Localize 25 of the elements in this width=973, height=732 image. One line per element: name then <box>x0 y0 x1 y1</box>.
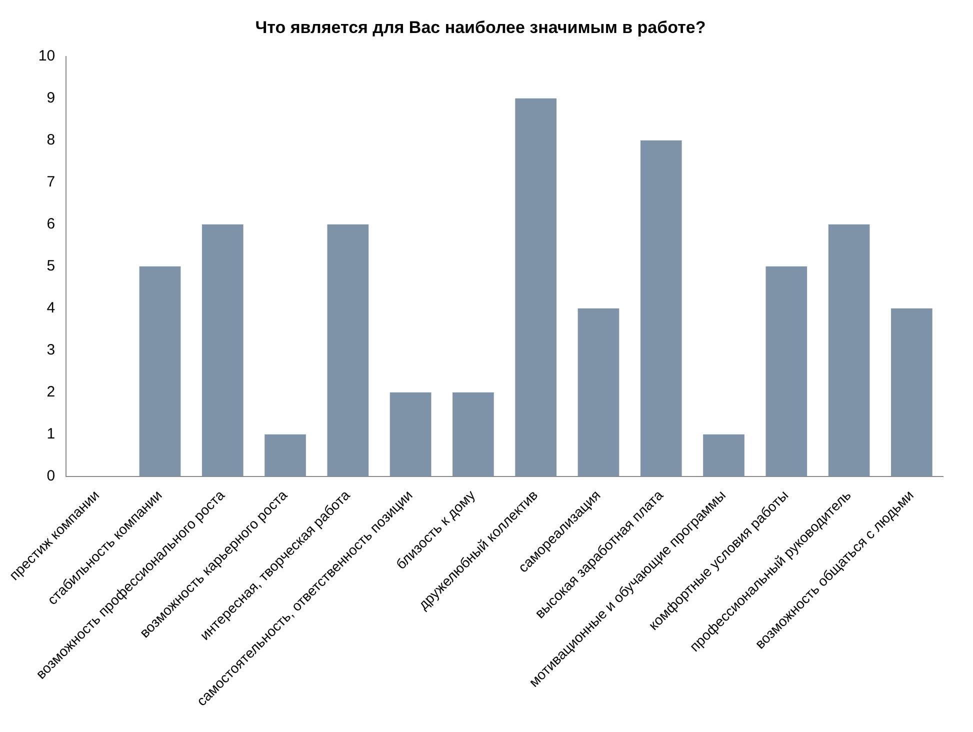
y-tick-label: 4 <box>46 300 56 317</box>
bar <box>703 434 744 476</box>
y-tick-label: 5 <box>46 258 56 275</box>
y-tick-label: 8 <box>46 132 56 149</box>
bar <box>202 224 244 476</box>
bar <box>578 308 620 476</box>
bar <box>891 308 932 476</box>
bar <box>515 98 557 476</box>
bar <box>327 224 369 476</box>
bar <box>390 392 432 476</box>
y-tick-label: 7 <box>46 174 56 191</box>
y-tick-label: 2 <box>46 384 56 401</box>
y-tick-label: 9 <box>46 90 56 107</box>
y-tick-label: 1 <box>46 426 56 443</box>
y-tick-label: 3 <box>46 342 56 359</box>
bar <box>452 392 494 476</box>
bar <box>640 140 682 476</box>
bar <box>828 224 870 476</box>
bar <box>766 266 808 476</box>
bar <box>264 434 306 476</box>
bar <box>139 266 181 476</box>
y-tick-label: 10 <box>38 48 56 65</box>
chart-title: Что является для Вас наиболее значимым в работе? <box>255 18 706 37</box>
y-tick-label: 6 <box>46 216 56 233</box>
y-tick-label: 0 <box>46 468 56 485</box>
